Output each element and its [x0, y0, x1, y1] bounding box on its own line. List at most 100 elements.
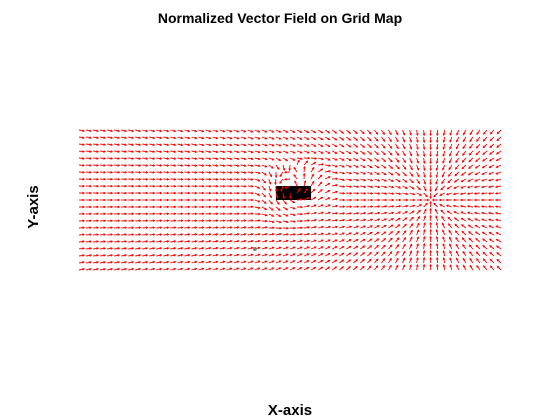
vector-arrow-head	[180, 191, 184, 195]
vector-arrow-head	[453, 211, 457, 214]
vector-arrow	[212, 240, 218, 243]
vector-arrow-head	[187, 157, 191, 160]
vector-arrow-head	[348, 151, 352, 155]
vector-arrow-head	[314, 211, 317, 215]
vector-arrow-head	[455, 236, 458, 240]
vector-arrow	[282, 213, 289, 217]
vector-arrow	[482, 245, 488, 250]
vector-arrow	[423, 157, 425, 164]
vector-arrow	[275, 213, 281, 217]
vector-arrow-head	[468, 237, 472, 241]
vector-arrow	[191, 150, 197, 153]
vector-arrow-head	[355, 145, 359, 148]
vector-arrow-head	[495, 185, 498, 189]
vector-arrow-head	[285, 158, 289, 162]
vector-arrow-head	[436, 263, 439, 267]
vector-arrow	[303, 260, 309, 264]
vector-arrow-head	[488, 218, 492, 222]
vector-arrow-head	[342, 191, 346, 195]
vector-arrow	[296, 260, 302, 264]
vector-arrow-head	[243, 143, 247, 147]
vector-arrow-head	[173, 164, 177, 167]
vector-arrow-head	[397, 224, 401, 227]
vector-arrow	[423, 192, 428, 198]
vector-arrow-head	[467, 211, 470, 215]
vector-arrow-head	[222, 212, 226, 216]
vector-arrow	[254, 233, 261, 236]
vector-arrow	[402, 237, 406, 243]
vector-arrow	[317, 168, 323, 173]
vector-arrow-head	[180, 267, 184, 271]
vector-arrow-head	[180, 253, 184, 257]
vector-arrow	[135, 240, 141, 243]
vector-arrow-head	[272, 232, 275, 236]
vector-arrow-head	[138, 267, 142, 271]
vector-arrow	[107, 240, 113, 243]
vector-arrow	[381, 218, 387, 222]
vector-arrow-head	[215, 178, 219, 181]
vector-arrow	[233, 240, 239, 243]
vector-arrow-head	[215, 143, 219, 147]
vector-arrow	[170, 157, 176, 160]
vector-arrow	[402, 185, 408, 189]
vector-arrow-head	[187, 150, 191, 154]
vector-arrow-head	[117, 260, 121, 264]
vector-arrow	[402, 217, 408, 222]
vector-arrow	[442, 236, 446, 243]
vector-arrow	[268, 157, 275, 161]
vector-arrow-head	[334, 137, 338, 141]
vector-arrow-head	[328, 218, 332, 222]
vector-arrow	[488, 205, 495, 208]
vector-arrow	[107, 268, 113, 271]
vector-arrow-head	[348, 266, 351, 269]
vector-arrow	[296, 198, 303, 201]
vector-arrow	[402, 164, 407, 170]
vector-arrow	[240, 164, 247, 167]
vector-arrow	[317, 260, 323, 264]
vector-arrow-head	[466, 205, 470, 208]
vector-arrow	[78, 234, 85, 236]
vector-arrow-head	[487, 205, 491, 208]
vector-arrow-head	[376, 165, 380, 169]
vector-arrow-head	[251, 212, 254, 216]
vector-arrow-head	[328, 158, 331, 161]
vector-arrow-head	[244, 178, 247, 181]
vector-arrow-head	[264, 239, 268, 243]
vector-arrow-head	[475, 238, 478, 241]
vector-arrow-head	[145, 219, 149, 223]
vector-arrow	[121, 268, 127, 271]
vector-arrow	[409, 157, 413, 163]
vector-arrow-head	[342, 212, 346, 215]
vector-arrow	[261, 178, 266, 184]
vector-arrow	[416, 143, 419, 150]
vector-arrow-head	[110, 226, 114, 229]
vector-arrow-head	[369, 245, 373, 248]
vector-arrow-head	[293, 226, 297, 230]
vector-arrow	[409, 192, 415, 196]
vector-arrow	[156, 157, 162, 160]
vector-arrow	[149, 157, 155, 160]
vector-arrow-head	[201, 129, 205, 133]
vector-arrow-head	[475, 251, 479, 255]
vector-arrow	[135, 247, 141, 250]
vector-arrow-head	[404, 223, 407, 227]
vector-arrow	[240, 240, 247, 243]
vector-arrow-head	[384, 192, 388, 195]
vector-arrow	[128, 129, 134, 132]
vector-arrow	[198, 136, 204, 139]
vector-arrow	[93, 150, 99, 153]
vector-arrow	[381, 205, 387, 208]
vector-arrow	[303, 239, 310, 243]
vector-arrow	[331, 259, 337, 264]
vector-arrow-head	[459, 204, 463, 208]
vector-arrow-head	[396, 244, 400, 247]
vector-arrow-head	[274, 182, 277, 186]
vector-arrow	[296, 136, 302, 140]
vector-arrow-head	[429, 133, 432, 137]
vector-arrow	[142, 157, 148, 160]
vector-arrow-head	[201, 267, 205, 271]
vector-arrow-head	[293, 166, 297, 170]
vector-arrow	[441, 178, 446, 184]
vector-arrow-head	[96, 191, 100, 195]
vector-arrow-head	[306, 246, 310, 249]
